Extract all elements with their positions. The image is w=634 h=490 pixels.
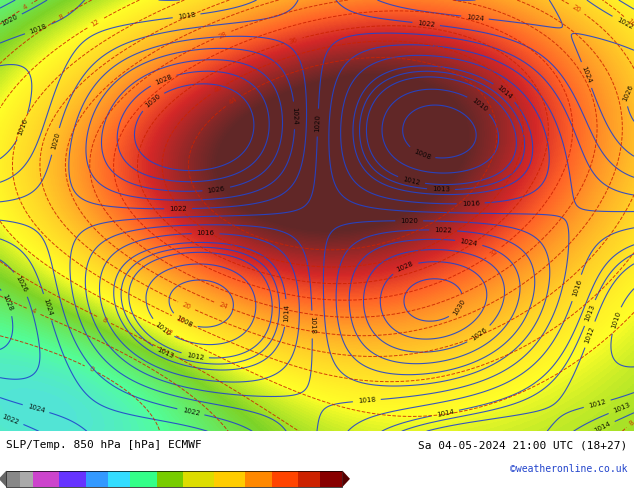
Text: 1022: 1022: [181, 407, 200, 416]
Text: 0: 0: [88, 366, 94, 373]
Text: 1024: 1024: [581, 66, 593, 84]
Text: 1016: 1016: [197, 230, 215, 237]
Text: 1024: 1024: [42, 298, 53, 317]
Text: 8: 8: [101, 317, 108, 324]
Text: 1020: 1020: [314, 114, 321, 132]
Text: 28: 28: [217, 30, 228, 39]
Text: 1018: 1018: [29, 23, 48, 35]
Text: 20: 20: [571, 4, 582, 14]
Text: 1010: 1010: [470, 97, 488, 112]
Text: 1018: 1018: [178, 12, 196, 20]
Text: 4: 4: [22, 3, 29, 11]
Text: 1028: 1028: [2, 294, 14, 312]
Text: 8: 8: [628, 419, 634, 426]
Text: 8: 8: [58, 13, 65, 21]
Text: 4: 4: [30, 308, 37, 315]
Text: 1016: 1016: [17, 118, 29, 136]
Text: 32: 32: [489, 247, 500, 257]
Text: 20: 20: [181, 301, 192, 311]
Text: 1030: 1030: [452, 298, 467, 317]
Polygon shape: [342, 470, 350, 487]
Text: 1020: 1020: [50, 132, 61, 151]
Text: 1028: 1028: [154, 74, 172, 86]
Text: 1013: 1013: [432, 186, 450, 193]
Text: 1026: 1026: [15, 275, 29, 294]
Text: 16: 16: [626, 18, 634, 28]
Text: 1022: 1022: [434, 227, 452, 234]
Text: 12: 12: [162, 327, 173, 336]
Text: 1020: 1020: [0, 14, 19, 27]
Polygon shape: [0, 470, 6, 487]
Text: 1022: 1022: [616, 16, 634, 30]
Text: 1026: 1026: [470, 327, 488, 342]
Text: 1012: 1012: [402, 176, 421, 186]
Bar: [214, 470, 245, 487]
Text: 16: 16: [175, 315, 186, 324]
Bar: [20, 470, 33, 487]
Text: 1008: 1008: [175, 315, 194, 329]
Text: 1024: 1024: [292, 106, 298, 124]
Text: 44: 44: [228, 96, 238, 106]
Text: 1012: 1012: [186, 352, 204, 361]
Text: 24: 24: [218, 301, 228, 310]
Text: 1022: 1022: [169, 206, 187, 212]
Text: 1018: 1018: [309, 316, 315, 334]
Text: 1013: 1013: [156, 346, 175, 359]
Bar: [108, 470, 130, 487]
Text: 1022: 1022: [1, 413, 20, 425]
Text: 1012: 1012: [588, 398, 607, 409]
Bar: [60, 470, 86, 487]
Text: 1024: 1024: [460, 238, 478, 247]
Text: 1013: 1013: [584, 303, 596, 322]
Text: 1026: 1026: [207, 185, 226, 194]
Bar: [298, 470, 320, 487]
Text: 1024: 1024: [466, 14, 484, 22]
Bar: [6, 470, 342, 487]
Text: 1016: 1016: [571, 278, 583, 297]
Bar: [271, 470, 298, 487]
Text: 1014: 1014: [283, 304, 290, 322]
Text: 1022: 1022: [417, 20, 436, 28]
Text: 1026: 1026: [621, 83, 634, 102]
Bar: [157, 470, 183, 487]
Bar: [130, 470, 157, 487]
Text: Sa 04-05-2024 21:00 UTC (18+27): Sa 04-05-2024 21:00 UTC (18+27): [418, 440, 628, 450]
Text: 1016: 1016: [462, 200, 480, 207]
Text: 1008: 1008: [412, 148, 431, 161]
Text: ©weatheronline.co.uk: ©weatheronline.co.uk: [510, 464, 628, 473]
Text: 1010: 1010: [610, 311, 621, 330]
Text: 1024: 1024: [27, 403, 46, 414]
Bar: [183, 470, 214, 487]
Bar: [320, 470, 342, 487]
Text: SLP/Temp. 850 hPa [hPa] ECMWF: SLP/Temp. 850 hPa [hPa] ECMWF: [6, 440, 202, 450]
Bar: [86, 470, 108, 487]
Text: 1010: 1010: [154, 321, 172, 337]
Text: 1018: 1018: [358, 397, 376, 404]
Text: 1014: 1014: [436, 408, 455, 418]
Text: 1013: 1013: [612, 402, 631, 415]
Bar: [6, 470, 20, 487]
Text: 36: 36: [288, 36, 299, 45]
Text: 12: 12: [90, 18, 101, 28]
Text: 1020: 1020: [400, 218, 418, 224]
Text: 1012: 1012: [584, 325, 596, 344]
Text: 1014: 1014: [593, 421, 612, 434]
Text: 40: 40: [213, 84, 224, 94]
Bar: [33, 470, 60, 487]
Bar: [245, 470, 271, 487]
Text: 1030: 1030: [144, 93, 162, 109]
Text: 1028: 1028: [396, 261, 415, 273]
Text: 1014: 1014: [496, 84, 514, 100]
